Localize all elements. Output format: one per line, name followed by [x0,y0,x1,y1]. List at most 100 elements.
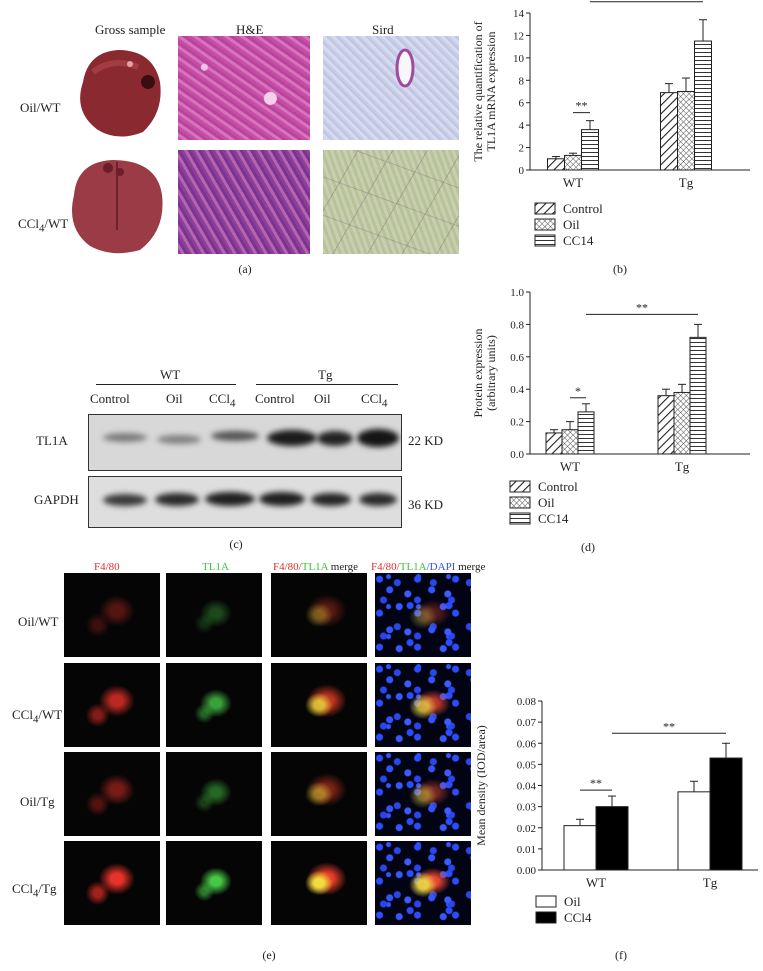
row-label-ccl4-wt: CCl4/WT [18,216,69,235]
fluor-image-ccl4-wt-f480 [64,663,160,747]
band-tl1a-6 [357,429,399,447]
x-tick-label: Tg [679,175,694,190]
legend-label: Oil [538,495,555,510]
y-tick-label: 0.03 [517,802,537,814]
y-axis-label: Mean density (IOD/area) [474,725,488,846]
legend-swatch [535,911,557,924]
legend-swatch [509,512,531,525]
x-tick-label: Tg [703,875,718,890]
fluor-row-label-oil-wt: Oil/WT [18,614,59,629]
x-tick-label: Tg [675,459,690,474]
significance-label: ** [663,719,675,733]
header-dapi-dapi: /DAPI [426,561,456,573]
y-tick-label: 4 [519,120,525,132]
band-tl1a-2 [157,435,201,444]
caption-f: (f) [615,948,627,962]
legend-swatch [534,234,556,247]
bar [577,411,595,455]
legend-swatch [534,202,556,215]
lane-label-control-tg: Control [255,391,295,406]
band-gapdh-4 [259,492,305,506]
header-sird: Sird [372,22,394,37]
bar [673,391,691,455]
y-axis-label: The relative quantification of [471,21,485,161]
y-tick-label: 14 [513,8,525,20]
chart-d: 0.0 0.2 0.4 0.6 0.8 1.0 Protein expression (arb… [471,287,750,526]
blot-group-tg: Tg [318,367,333,382]
y-tick-label: 6 [519,98,525,110]
blot-gapdh [88,476,402,528]
y-tick-label: 0.0 [510,449,524,461]
fluor-image-ccl4-wt-tl1a [166,663,262,747]
header-merge-f480: F4/80/ [273,561,302,573]
significance-label: * [575,384,581,398]
fluor-row-label-oil-tg: Oil/Tg [20,794,55,809]
y-axis-label: TL1A mRNA expression [484,32,498,152]
sird-image-ccl4-wt [323,150,459,254]
fluor-image-oil-wt-tl1a [166,573,262,657]
legend-swatch [534,218,556,231]
fluor-image-oil-tg-dapi-merge [375,752,471,836]
fluor-row-label-ccl4-tg: CCl4/Tg [12,881,57,900]
band-tl1a-1 [103,433,147,442]
fluor-image-oil-tg-merge [271,752,367,836]
y-tick-label: 0.06 [517,738,537,750]
liver-gross-oil-wt [68,42,168,142]
y-tick-label: 0.07 [517,717,537,729]
caption-a: (a) [238,262,252,276]
significance-label: ** [641,0,653,2]
y-tick-label: 0.2 [510,417,524,429]
blot-row-label-gapdh: GAPDH [34,492,79,507]
fluor-image-ccl4-tg-tl1a [166,841,262,925]
lane-label-ccl4-tg: CCl4 [361,391,388,410]
band-tl1a-5 [317,431,353,446]
y-tick-label: 8 [519,75,525,87]
fluor-image-ccl4-tg-merge [271,841,367,925]
x-tick-label: WT [563,175,583,190]
chart-b: 0 2 4 6 8 10 12 14 The relative quantification o… [471,0,750,248]
bar [689,336,707,455]
fluor-image-oil-wt-merge [271,573,367,657]
x-tick-label: WT [586,875,606,890]
bar [581,129,599,171]
lane-label-oil-tg: Oil [314,391,331,406]
fluor-overlay [375,752,471,836]
bar [660,92,678,171]
significance-label: ** [590,776,602,790]
legend-swatch [509,480,531,493]
header-tl1a: TL1A [202,561,229,573]
fluor-image-oil-tg-tl1a [166,752,262,836]
header-dapi-tl1a: TL1A [399,561,427,573]
band-gapdh-2 [155,493,199,506]
y-tick-label: 2 [519,143,525,155]
band-tl1a-3 [211,431,259,441]
header-merge-tl1a: TL1A [301,561,329,573]
blot-group-wt: WT [160,367,181,382]
header-he: H&E [236,22,264,37]
legend-label: Control [563,201,603,216]
header-dapi-merge: F4/80/TL1A/DAPI merge [371,561,485,573]
bar [561,429,579,455]
y-tick-label: 0.8 [510,319,524,331]
y-axis-label: (arbitrary units) [484,335,498,411]
fluor-overlay [375,573,471,657]
caption-c: (c) [229,537,243,551]
fluor-image-oil-wt-dapi-merge [375,573,471,657]
legend-label: CC14 [563,233,594,248]
fluor-overlay [375,663,471,747]
y-tick-label: 0.00 [517,865,537,877]
fluor-image-ccl4-tg-dapi-merge [375,841,471,925]
y-tick-label: 0.6 [510,352,524,364]
chart-f: 0.00 0.01 0.02 0.03 0.04 0.05 0.06 0.07 0.08 Mean… [474,696,758,925]
legend-label: CC14 [538,511,569,526]
band-gapdh-5 [311,493,351,506]
y-tick-label: 0 [519,165,525,177]
lane-label-oil-wt: Oil [166,391,183,406]
y-tick-label: 1.0 [510,287,524,299]
bar [694,40,712,171]
bar [677,791,711,871]
y-tick-label: 0.01 [517,844,536,856]
fluor-image-ccl4-tg-f480 [64,841,160,925]
y-tick-label: 0.4 [510,384,524,396]
fluor-row-label-ccl4-wt: CCl4/WT [12,707,63,726]
